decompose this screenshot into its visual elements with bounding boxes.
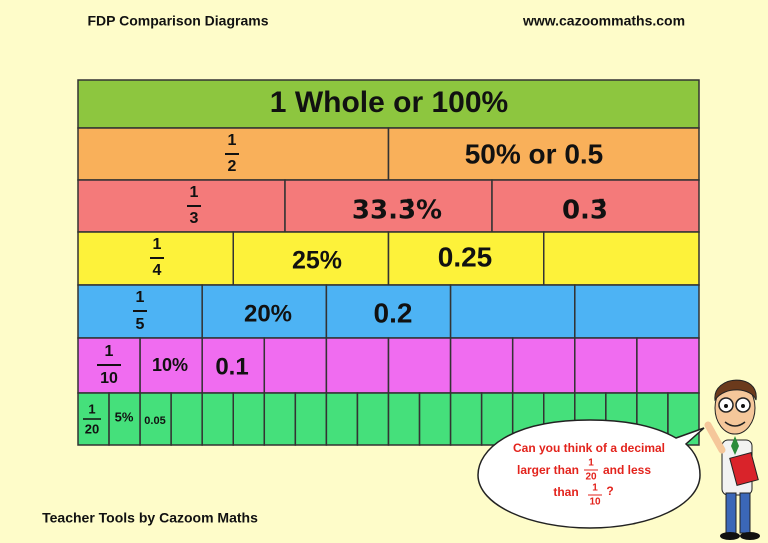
row-label: 20% [244, 300, 292, 327]
wall-cell [263, 337, 328, 394]
wall-cell [325, 392, 359, 446]
wall-cell [387, 392, 421, 446]
numerator: 1 [592, 483, 598, 494]
row-label: 0.3̇ [562, 196, 608, 226]
row-label: 0.05 [144, 415, 165, 427]
bubble-text: Can you think of a decimal [513, 441, 665, 455]
row-label: 33.3̇% [352, 196, 442, 226]
wall-cell [449, 284, 576, 339]
wall-cell [387, 231, 545, 286]
wall-cell [574, 284, 700, 339]
row-label: 0.1 [215, 353, 248, 380]
wall-cell [325, 337, 390, 394]
wall-cell [201, 284, 328, 339]
wall-cell [449, 337, 514, 394]
numerator: 1 [228, 132, 237, 149]
row-label: 1 Whole or 100% [270, 86, 508, 119]
website: www.cazoommaths.com [522, 13, 685, 29]
wall-cell [356, 392, 390, 446]
speech-bubble [477, 419, 705, 529]
numerator: 1 [136, 289, 145, 306]
denominator: 2 [228, 158, 237, 175]
wall-cell [139, 392, 172, 446]
row-label: 5% [115, 409, 134, 424]
wall-cell [201, 337, 266, 394]
denominator: 20 [85, 421, 99, 436]
cartoon-teacher [704, 379, 760, 540]
wall-cell [418, 392, 452, 446]
wall-cell [77, 79, 700, 129]
denominator: 10 [589, 497, 601, 508]
wall-cell [232, 392, 266, 446]
wall-cell [170, 392, 203, 446]
wall-cell [263, 392, 297, 446]
numerator: 1 [153, 236, 162, 253]
wall-cell [387, 127, 700, 181]
wall-cell [387, 337, 452, 394]
fraction-wall [77, 79, 700, 446]
row-label: 50% or 0.5 [465, 138, 604, 169]
bubble-text: ? [606, 484, 613, 498]
header-title: FDP Comparison Diagrams [87, 13, 268, 29]
numerator: 1 [588, 458, 594, 469]
wall-cell [77, 179, 286, 233]
row-label: 10% [152, 355, 188, 375]
numerator: 1 [105, 343, 114, 360]
row-label: 0.25 [438, 241, 493, 272]
denominator: 10 [100, 370, 118, 387]
wall-cell [511, 337, 576, 394]
wall-cell [294, 392, 328, 446]
row-label: 0.2 [374, 297, 413, 328]
numerator: 1 [88, 401, 95, 416]
wall-cell [201, 392, 234, 446]
numerator: 1 [190, 184, 199, 201]
footer: Teacher Tools by Cazoom Maths [42, 510, 258, 526]
wall-cell [636, 337, 700, 394]
wall-cell [574, 337, 638, 394]
wall-cell [449, 392, 483, 446]
bubble-text: than [553, 485, 578, 499]
denominator: 5 [136, 316, 145, 333]
bubble-text: and less [603, 463, 651, 477]
denominator: 4 [153, 262, 162, 279]
wall-cell [108, 392, 141, 446]
denominator: 20 [585, 472, 597, 483]
row-label: 25% [292, 247, 342, 275]
bubble-text: larger than [517, 463, 579, 477]
denominator: 3 [190, 210, 199, 227]
wall-cell [543, 231, 700, 286]
